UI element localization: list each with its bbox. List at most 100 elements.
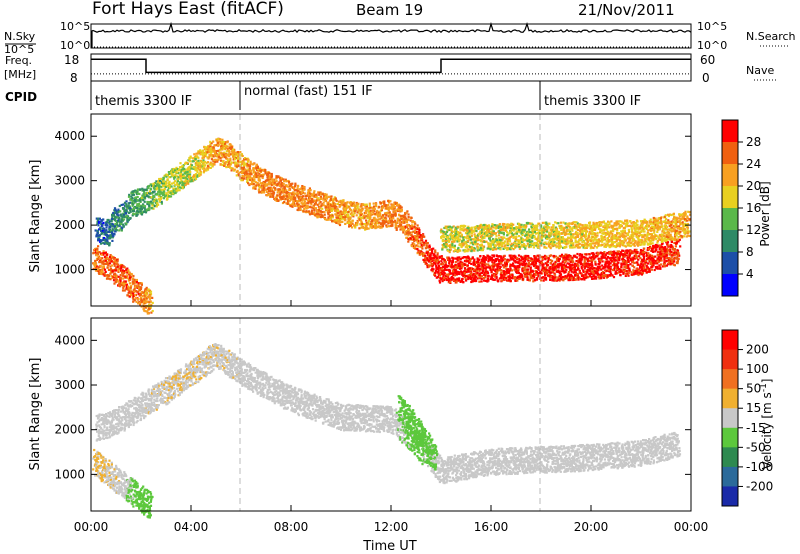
scatter-point xyxy=(343,209,346,212)
scatter-point xyxy=(410,216,413,219)
scatter-point xyxy=(199,171,202,174)
scatter-point xyxy=(207,164,210,168)
scatter-point xyxy=(205,150,208,154)
scatter-point xyxy=(592,274,595,277)
scatter-point xyxy=(501,279,504,282)
scatter-point xyxy=(314,207,317,210)
scatter-point xyxy=(155,188,158,191)
scatter-point xyxy=(327,195,331,199)
scatter-point xyxy=(386,207,389,210)
scatter-point xyxy=(400,223,403,226)
scatter-point xyxy=(136,189,139,192)
scatter-point xyxy=(241,174,244,178)
scatter-point xyxy=(416,237,419,240)
scatter-point xyxy=(186,174,189,177)
scatter-point xyxy=(497,263,500,266)
scatter-point xyxy=(235,174,238,177)
scatter-point xyxy=(354,206,357,209)
scatter-point xyxy=(125,222,128,225)
scatter-point xyxy=(654,243,657,247)
scatter-point xyxy=(395,203,399,206)
scatter-point xyxy=(398,208,401,211)
scatter-point xyxy=(536,259,539,263)
scatter-point xyxy=(294,189,298,192)
scatter-point xyxy=(392,203,395,206)
scatter-point xyxy=(487,275,490,278)
scatter-point xyxy=(285,180,288,183)
scatter-point xyxy=(364,209,367,212)
scatter-point xyxy=(324,218,327,221)
scatter-point xyxy=(358,227,361,230)
scatter-point xyxy=(591,263,594,266)
scatter-point xyxy=(198,168,201,171)
scatter-point xyxy=(182,169,185,172)
scatter-point xyxy=(414,245,417,248)
scatter-point xyxy=(382,218,385,221)
scatter-point xyxy=(414,247,417,250)
scatter-point xyxy=(583,257,586,261)
scatter-point xyxy=(639,251,642,254)
scatter-point xyxy=(452,265,455,268)
scatter-point xyxy=(318,206,321,209)
scatter-point xyxy=(582,256,586,259)
scatter-point xyxy=(140,205,143,208)
scatter-point xyxy=(498,259,501,262)
scatter-point xyxy=(105,222,108,225)
scatter-point xyxy=(412,235,415,238)
scatter-point xyxy=(516,270,519,273)
scatter-point xyxy=(258,179,261,182)
scatter-point xyxy=(198,172,201,175)
scatter-point xyxy=(528,279,531,282)
scatter-point xyxy=(544,257,547,260)
scatter-point xyxy=(374,220,377,223)
scatter-point xyxy=(152,207,155,210)
scatter-point xyxy=(283,186,286,189)
scatter-point xyxy=(567,279,570,282)
scatter-point xyxy=(617,268,621,271)
scatter-point xyxy=(344,215,347,219)
scatter-point xyxy=(589,263,592,267)
scatter-point xyxy=(405,226,408,229)
scatter-point xyxy=(476,260,479,263)
scatter-point xyxy=(323,210,326,214)
scatter-point xyxy=(230,150,233,153)
scatter-point xyxy=(181,165,184,168)
scatter-point xyxy=(210,151,213,154)
scatter-point xyxy=(625,249,628,252)
scatter-point xyxy=(411,221,414,224)
scatter-point xyxy=(670,240,673,243)
scatter-point xyxy=(399,228,402,231)
scatter-point xyxy=(203,167,206,170)
scatter-point xyxy=(155,183,158,186)
scatter-point xyxy=(460,271,464,274)
scatter-point xyxy=(630,271,633,274)
scatter-point xyxy=(260,184,263,187)
scatter-point xyxy=(542,266,545,269)
scatter-point xyxy=(169,184,172,187)
scatter-point xyxy=(534,261,537,264)
scatter-point xyxy=(627,256,630,259)
scatter-point xyxy=(252,168,255,172)
scatter-point xyxy=(487,260,490,263)
scatter-point xyxy=(165,181,168,184)
scatter-point xyxy=(292,186,296,189)
scatter-point xyxy=(509,280,512,283)
scatter-point xyxy=(285,191,288,194)
scatter-point xyxy=(179,177,182,180)
scatter-point xyxy=(143,190,146,193)
scatter-point xyxy=(172,190,175,193)
scatter-point xyxy=(176,178,179,181)
scatter-point xyxy=(625,254,628,257)
scatter-point xyxy=(373,205,376,208)
scatter-point xyxy=(658,248,661,251)
scatter-point xyxy=(355,203,359,206)
scatter-point xyxy=(111,239,114,242)
scatter-point xyxy=(574,271,577,274)
scatter-point xyxy=(425,244,428,247)
scatter-point xyxy=(443,226,446,230)
scatter-point xyxy=(614,272,617,275)
scatter-point xyxy=(339,213,342,216)
scatter-point xyxy=(170,173,174,176)
scatter-point xyxy=(598,262,601,265)
scatter-point xyxy=(666,243,669,246)
